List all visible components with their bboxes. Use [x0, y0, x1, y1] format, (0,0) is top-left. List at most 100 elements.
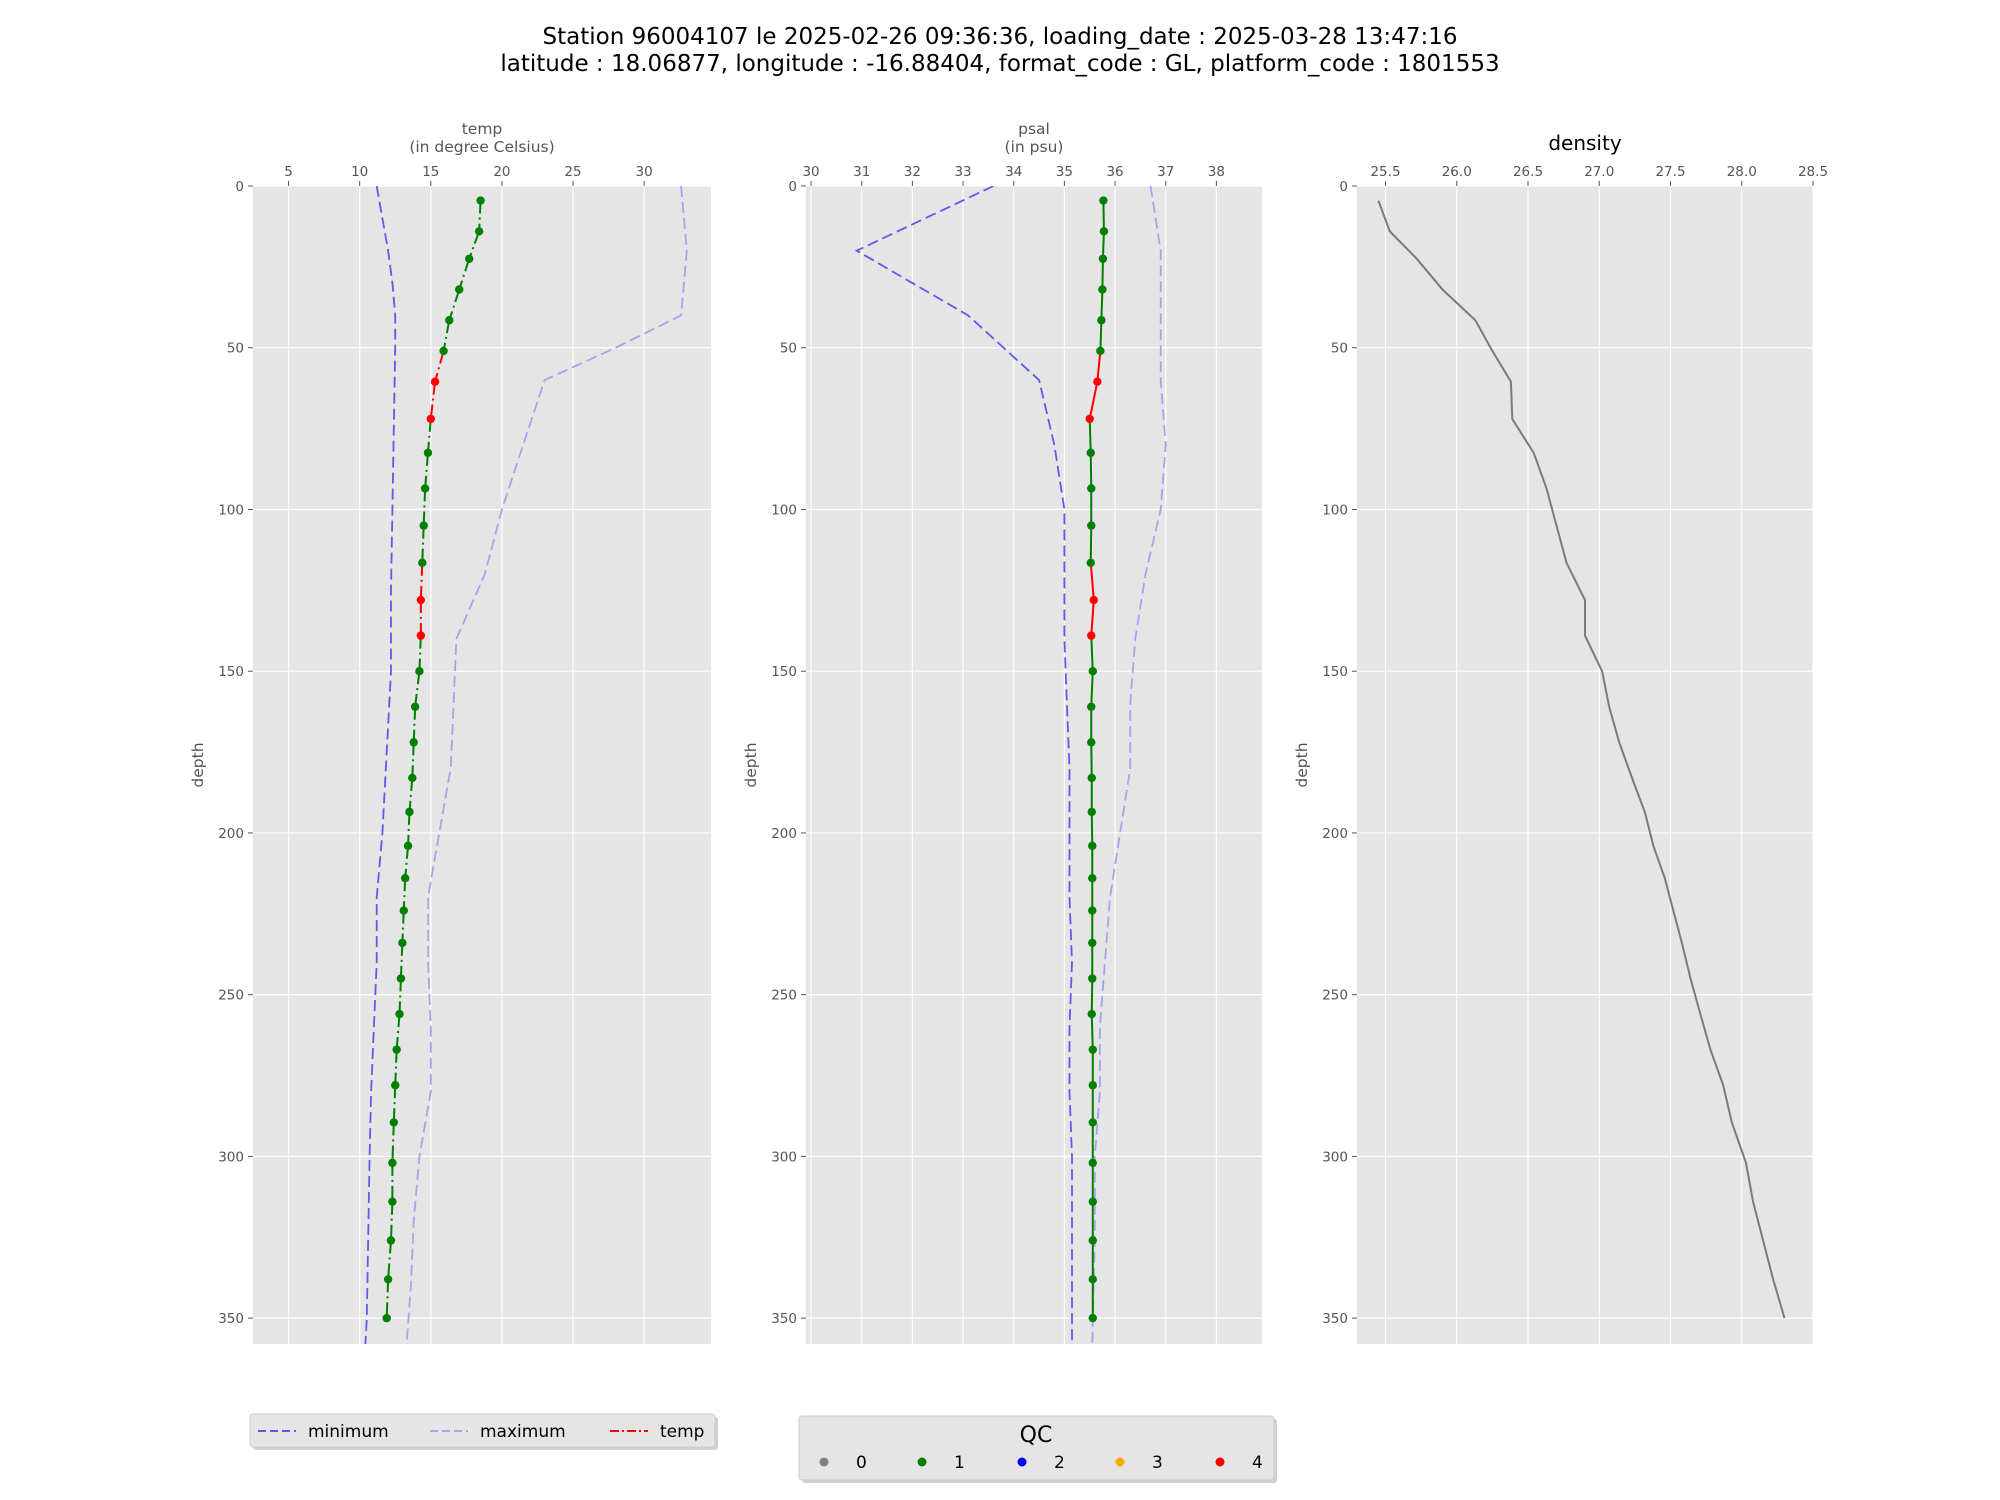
psal-point — [1088, 1275, 1097, 1284]
x-tick-label: 32 — [904, 164, 921, 180]
legend-lines: minimum maximum temp — [249, 1413, 718, 1450]
psal-segment — [1090, 671, 1094, 707]
temp-segment — [478, 200, 482, 232]
legend-qc-label-1: 1 — [954, 1453, 965, 1473]
x-tick-label: 35 — [1056, 164, 1073, 180]
psal-segment — [1090, 635, 1094, 672]
temp-segment — [407, 811, 411, 846]
series-minimum — [854, 186, 1073, 1344]
temp-point — [405, 807, 414, 817]
psal-segment — [1101, 231, 1105, 259]
psal-point — [1087, 807, 1096, 817]
maximum-line — [1091, 186, 1167, 1344]
temp-point — [420, 484, 430, 493]
y-tick-label: 350 — [1322, 1311, 1348, 1327]
y-tick-label: 50 — [780, 341, 797, 357]
x-tick-label: 34 — [1005, 164, 1022, 180]
plot-area — [253, 186, 711, 1344]
psal-segment — [1088, 418, 1092, 453]
psal-point — [1088, 1313, 1097, 1323]
psal-point — [1088, 841, 1097, 851]
y-tick-label: 50 — [1331, 341, 1348, 357]
psal-segment — [1090, 1014, 1094, 1050]
x-axis-label: temp — [462, 120, 503, 138]
y-tick-label: 350 — [771, 1311, 797, 1327]
y-tick-label: 300 — [1322, 1149, 1348, 1165]
series-maximum — [1091, 186, 1167, 1344]
plot-area — [806, 186, 1262, 1344]
temp-point — [423, 448, 433, 458]
maximum-line — [405, 186, 688, 1344]
psal-point — [1088, 1197, 1097, 1206]
psal-point — [1088, 938, 1097, 948]
temp-point — [395, 1009, 404, 1019]
y-tick-label: 0 — [235, 179, 244, 195]
psal-point — [1097, 316, 1106, 325]
psal-segment — [1088, 381, 1099, 420]
temp-point — [400, 874, 410, 883]
y-tick-label: 100 — [218, 502, 244, 518]
plot-area — [1357, 186, 1813, 1344]
temp-segment — [404, 845, 410, 879]
series-density — [1377, 200, 1786, 1319]
psal-point — [1088, 1118, 1097, 1127]
temp-point — [416, 595, 426, 605]
temp-segment — [434, 350, 445, 382]
y-tick-label: 150 — [771, 664, 797, 680]
temp-segment — [418, 635, 422, 672]
y-tick-label: 50 — [227, 341, 244, 357]
temp-segment — [419, 562, 424, 601]
temp-point — [430, 377, 440, 386]
psal-point — [1088, 974, 1097, 983]
x-axis-unit: (in degree Celsius) — [409, 138, 554, 156]
psal-segment — [1089, 525, 1093, 563]
y-tick-label: 200 — [218, 826, 244, 842]
title-line-2: latitude : 18.06877, longitude : -16.884… — [500, 51, 1500, 77]
legend-qc-label-2: 2 — [1054, 1453, 1065, 1473]
legend-qc-marker-2 — [1017, 1457, 1027, 1467]
temp-segment — [429, 381, 437, 420]
temp-point — [386, 1236, 396, 1245]
psal-point — [1086, 448, 1095, 458]
temp-segment — [391, 1122, 395, 1163]
psal-point — [1088, 874, 1097, 883]
temp-point — [396, 974, 406, 983]
temp-point — [418, 558, 427, 568]
temp-point — [419, 521, 428, 530]
temp-point — [403, 841, 413, 851]
legend-label-temp: temp — [660, 1422, 704, 1442]
temp-point — [408, 773, 417, 783]
psal-segment — [1096, 350, 1102, 382]
series-minimum — [364, 186, 397, 1344]
x-tick-label: 30 — [636, 164, 653, 180]
minimum-line — [854, 186, 1073, 1344]
x-tick-label: 20 — [493, 164, 510, 180]
legend-qc-marker-4 — [1215, 1457, 1225, 1467]
temp-segment — [394, 1049, 398, 1086]
y-axis-label: depth — [1293, 742, 1311, 787]
y-tick-label: 0 — [788, 179, 797, 195]
temp-segment — [422, 488, 427, 526]
x-tick-label: 27.5 — [1655, 164, 1685, 180]
x-tick-label: 5 — [284, 164, 293, 180]
figure-title: Station 96004107 le 2025-02-26 09:36:36,… — [0, 24, 2000, 78]
psal-segment — [1100, 289, 1104, 321]
temp-point — [391, 1081, 400, 1090]
legend-label-minimum: minimum — [308, 1422, 389, 1442]
psal-point — [1087, 738, 1096, 747]
temp-segment — [389, 1201, 394, 1241]
temp-point — [389, 1118, 399, 1127]
temp-point — [383, 1275, 393, 1284]
title-line-1: Station 96004107 le 2025-02-26 09:36:36,… — [542, 24, 1458, 50]
temp-segment — [442, 320, 451, 352]
psal-point — [1086, 558, 1095, 568]
x-tick-label: 27.0 — [1584, 164, 1614, 180]
legend-qc-label-3: 3 — [1152, 1453, 1163, 1473]
psal-point — [1088, 666, 1097, 676]
temp-point — [415, 666, 424, 676]
temp-point — [399, 906, 408, 915]
x-tick-label: 37 — [1157, 164, 1174, 180]
psal-point — [1087, 521, 1096, 530]
psal-point — [1087, 1009, 1096, 1019]
